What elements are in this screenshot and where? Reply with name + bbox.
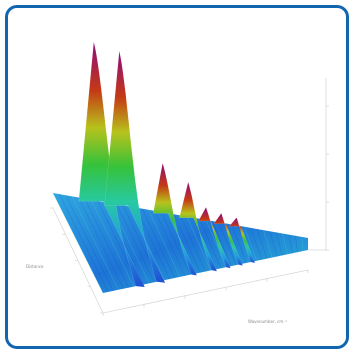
trace-line <box>141 208 176 279</box>
trace-line <box>161 211 191 275</box>
trace-line <box>263 230 273 258</box>
trace-line <box>135 207 170 280</box>
trace-line <box>250 227 263 260</box>
ridge-4 <box>179 181 218 272</box>
ridge-5 <box>198 206 231 269</box>
trace-line <box>116 204 155 283</box>
trace-line <box>52 192 104 294</box>
ridge-7 <box>228 217 256 264</box>
trace-line <box>288 234 293 254</box>
surface-ridges <box>52 41 304 294</box>
trace-line <box>275 232 283 256</box>
trace-line <box>256 228 268 259</box>
trace-line <box>173 214 201 273</box>
trace-line <box>148 209 181 278</box>
trace-line <box>294 235 299 253</box>
ridge-6 <box>213 212 244 266</box>
axis-line <box>102 269 309 314</box>
chart-card: Wavenumber, cm⁻¹ Distance <box>5 5 349 349</box>
trace-line <box>199 218 222 269</box>
trace-line <box>231 224 247 264</box>
trace-line <box>154 210 186 276</box>
trace-line <box>180 215 206 272</box>
ridge-1 <box>78 41 146 288</box>
x-axis-title: Wavenumber, cm⁻¹ <box>248 319 287 324</box>
trace-line <box>212 221 232 267</box>
trace-line <box>84 198 129 288</box>
trace-line <box>71 196 119 290</box>
trace-line <box>269 231 278 257</box>
ridge-2 <box>104 50 166 284</box>
axis-ticks <box>50 105 329 316</box>
trace-line <box>218 222 237 266</box>
trace-line <box>65 195 114 291</box>
trace-line <box>78 197 124 289</box>
trace-line <box>59 193 109 293</box>
y-axis-title: Distance <box>26 264 44 269</box>
trace-line <box>205 219 227 268</box>
ridge-3 <box>152 163 198 276</box>
trace-line <box>301 236 304 252</box>
surface-plot: Wavenumber, cm⁻¹ Distance <box>26 41 329 324</box>
trace-line <box>90 199 135 287</box>
trace-line <box>186 216 211 271</box>
trace-line <box>243 226 258 261</box>
trace-line <box>282 233 288 255</box>
